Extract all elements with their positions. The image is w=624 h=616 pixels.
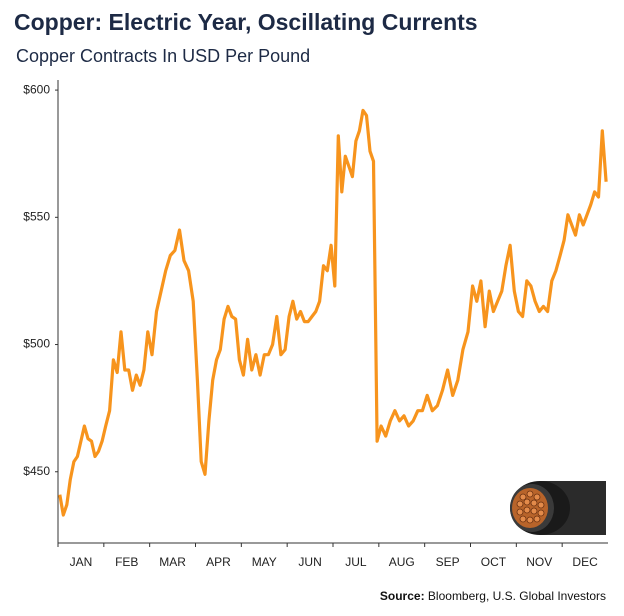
y-tick-label: $600 xyxy=(23,82,50,96)
x-tick-label: OCT xyxy=(481,555,507,569)
cable-icon xyxy=(510,481,606,535)
x-tick-label: APR xyxy=(206,555,231,569)
source-text: Bloomberg, U.S. Global Investors xyxy=(428,589,606,603)
source-label: Source: xyxy=(380,589,425,603)
x-tick-label: JAN xyxy=(70,555,93,569)
y-tick-label: $450 xyxy=(23,464,50,478)
y-tick-label: $550 xyxy=(23,209,50,223)
chart-subtitle: Copper Contracts In USD Per Pound xyxy=(16,46,310,66)
x-tick-label: FEB xyxy=(115,555,138,569)
x-tick-label: MAR xyxy=(159,555,186,569)
x-tick-label: SEP xyxy=(436,555,460,569)
x-tick-label: MAY xyxy=(252,555,277,569)
x-tick-label: DEC xyxy=(572,555,598,569)
source: Source: Bloomberg, U.S. Global Investors xyxy=(380,589,606,603)
x-tick-label: NOV xyxy=(526,555,552,569)
price-line xyxy=(58,108,608,517)
x-tick-label: JUL xyxy=(345,555,367,569)
x-tick-label: JUN xyxy=(298,555,321,569)
y-tick-label: $500 xyxy=(23,337,50,351)
chart-title: Copper: Electric Year, Oscillating Curre… xyxy=(14,9,478,35)
x-tick-label: AUG xyxy=(389,555,415,569)
